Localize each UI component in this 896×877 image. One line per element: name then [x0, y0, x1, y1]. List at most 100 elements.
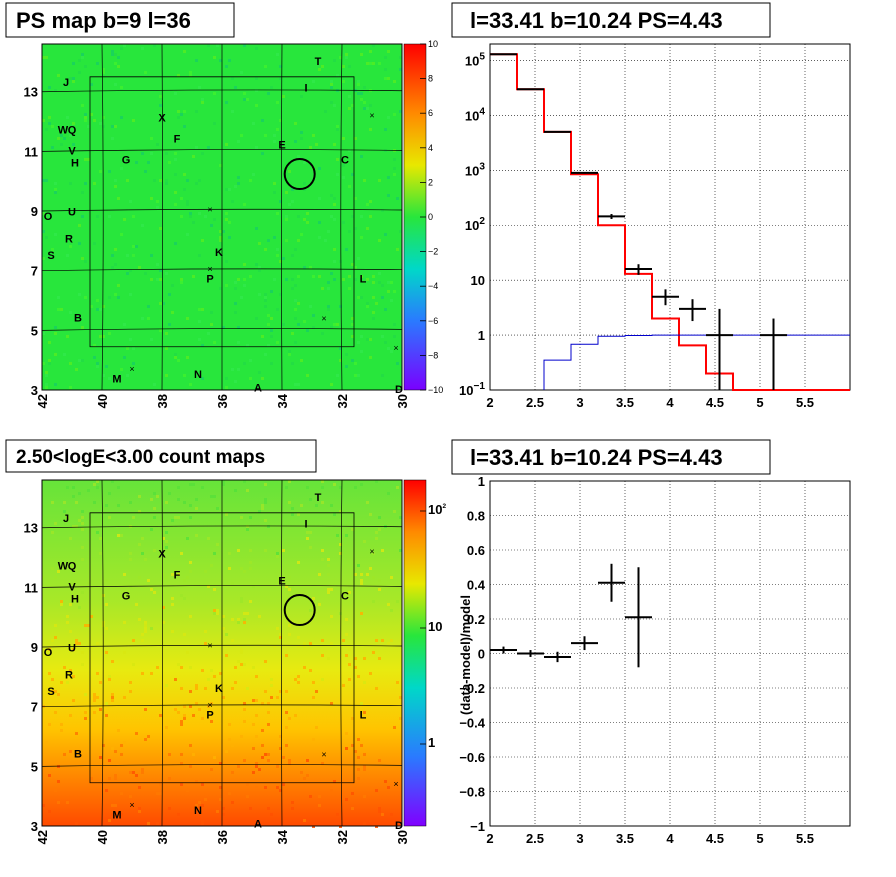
map-pixel [72, 699, 75, 702]
map-pixel [225, 513, 228, 516]
map-pixel [93, 699, 96, 702]
map-pixel [243, 759, 246, 762]
map-pixel [213, 92, 216, 95]
map-pixel [168, 492, 171, 495]
map-pixel [216, 543, 219, 546]
map-pixel [348, 678, 351, 681]
map-pixel [393, 335, 396, 338]
map-pixel [339, 56, 342, 59]
map-pixel [336, 534, 339, 537]
map-pixel [327, 591, 330, 594]
map-pixel [339, 543, 342, 546]
map-pixel [243, 44, 246, 47]
x-tick-label: 32 [335, 394, 350, 408]
map-pixel [129, 269, 132, 272]
map-pixel [333, 323, 336, 326]
map-pixel [303, 320, 306, 323]
map-pixel [219, 798, 222, 801]
map-pixel [330, 702, 333, 705]
map-pixel [378, 657, 381, 660]
meridian-line [101, 43, 104, 391]
source-cross-mark: × [129, 364, 134, 374]
y-tick-label: 10−1 [459, 381, 485, 398]
map-pixel [204, 215, 207, 218]
colorbar-tick-label: 1 [428, 735, 435, 750]
map-pixel [84, 693, 87, 696]
map-pixel [267, 807, 270, 810]
map-pixel [171, 573, 174, 576]
meridian-line [101, 479, 104, 827]
map-pixel [45, 374, 48, 377]
map-pixel [198, 212, 201, 215]
map-pixel [180, 720, 183, 723]
source-label-u: U [68, 207, 76, 219]
map-pixel [243, 203, 246, 206]
map-pixel [147, 819, 150, 822]
map-pixel [297, 675, 300, 678]
map-pixel [96, 531, 99, 534]
map-pixel [78, 492, 81, 495]
map-pixel [279, 747, 282, 750]
map-pixel [156, 666, 159, 669]
map-pixel [108, 675, 111, 678]
map-pixel [69, 386, 72, 389]
map-pixel [81, 663, 84, 666]
map-pixel [72, 675, 75, 678]
map-pixel [249, 549, 252, 552]
map-pixel [333, 248, 336, 251]
map-pixel [93, 242, 96, 245]
map-pixel [309, 609, 312, 612]
map-pixel [288, 203, 291, 206]
map-pixel [279, 200, 282, 203]
map-pixel [174, 678, 177, 681]
map-pixel [153, 492, 156, 495]
map-pixel [252, 173, 255, 176]
map-pixel [72, 77, 75, 80]
map-pixel [129, 200, 132, 203]
map-pixel [147, 305, 150, 308]
map-pixel [348, 230, 351, 233]
map-pixel [195, 684, 198, 687]
map-pixel [228, 567, 231, 570]
map-pixel [189, 212, 192, 215]
map-pixel [129, 558, 132, 561]
map-pixel [348, 287, 351, 290]
map-pixel [291, 807, 294, 810]
map-pixel [339, 612, 342, 615]
map-pixel [81, 522, 84, 525]
map-pixel [195, 702, 198, 705]
map-pixel [270, 86, 273, 89]
map-pixel [360, 53, 363, 56]
map-pixel [333, 218, 336, 221]
map-pixel [264, 690, 267, 693]
map-pixel [381, 296, 384, 299]
residual-y-ticks: −1 −0.8 −0.6 −0.4 −0.2 0 0.2 0.4 0.6 0.8 1 [459, 474, 485, 834]
map-pixel [156, 263, 159, 266]
map-pixel [180, 723, 183, 726]
y-tick-label: 9 [31, 640, 38, 655]
map-pixel [63, 137, 66, 140]
map-pixel [189, 215, 192, 218]
map-pixel [252, 771, 255, 774]
map-pixel [294, 678, 297, 681]
map-pixel [279, 690, 282, 693]
map-pixel [111, 699, 114, 702]
map-pixel [306, 486, 309, 489]
map-pixel [306, 819, 309, 822]
map-pixel [204, 570, 207, 573]
map-pixel [120, 753, 123, 756]
map-pixel [132, 516, 135, 519]
source-cross-mark: × [321, 749, 326, 759]
map-pixel [360, 702, 363, 705]
map-pixel [78, 642, 81, 645]
map-pixel [135, 245, 138, 248]
map-pixel [114, 125, 117, 128]
map-pixel [303, 182, 306, 185]
map-pixel [324, 110, 327, 113]
map-pixel [138, 786, 141, 789]
map-pixel [390, 639, 393, 642]
map-pixel [45, 179, 48, 182]
map-pixel [381, 335, 384, 338]
map-pixel [303, 645, 306, 648]
y-tick-label: −0.2 [459, 681, 485, 696]
